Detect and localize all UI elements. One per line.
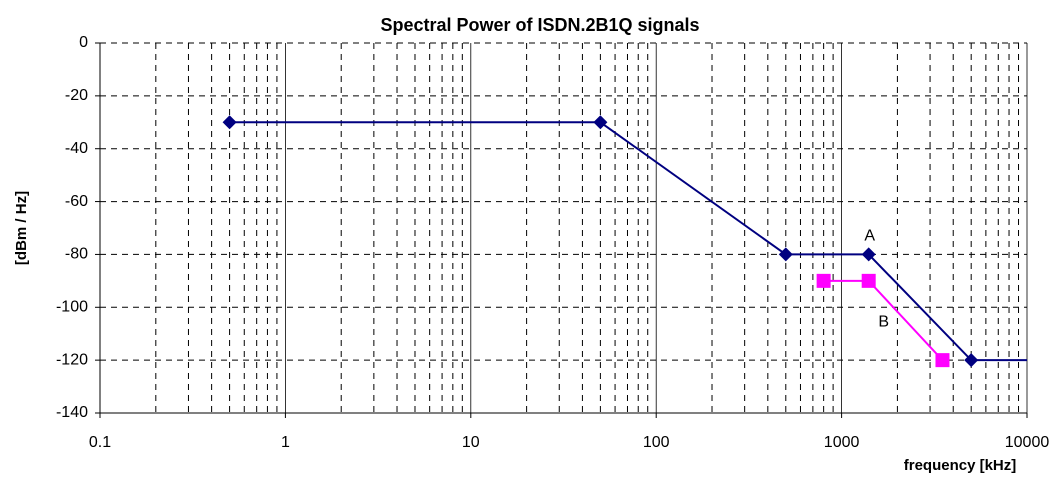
x-tick-label: 10 — [462, 434, 480, 451]
y-tick-label: 0 — [79, 34, 88, 51]
marker — [778, 247, 793, 262]
x-tick-label: 1 — [281, 434, 290, 451]
chart-title: Spectral Power of ISDN.2B1Q signals — [380, 15, 699, 35]
x-tick-label: 100 — [643, 434, 670, 451]
y-tick-label: -60 — [65, 193, 88, 210]
x-tick-label: 1000 — [824, 434, 860, 451]
y-axis-label: [dBm / Hz] — [13, 191, 30, 265]
y-tick-label: -120 — [56, 351, 88, 368]
x-tick-label: 0.1 — [89, 434, 111, 451]
marker — [935, 353, 950, 368]
y-tick-label: -100 — [56, 299, 88, 316]
marker — [816, 273, 831, 288]
y-tick-label: -20 — [65, 87, 88, 104]
series-label: A — [864, 228, 875, 245]
series-label: B — [878, 314, 889, 331]
marker — [964, 353, 979, 368]
y-tick-label: -140 — [56, 404, 88, 421]
y-tick-label: -40 — [65, 140, 88, 157]
marker — [222, 115, 237, 130]
marker — [593, 115, 608, 130]
marker — [861, 273, 876, 288]
x-axis-label: frequency [kHz] — [904, 457, 1017, 474]
marker — [861, 247, 876, 262]
series-line — [229, 121, 1027, 362]
y-tick-label: -80 — [65, 246, 88, 263]
x-tick-label: 10000 — [1005, 434, 1050, 451]
